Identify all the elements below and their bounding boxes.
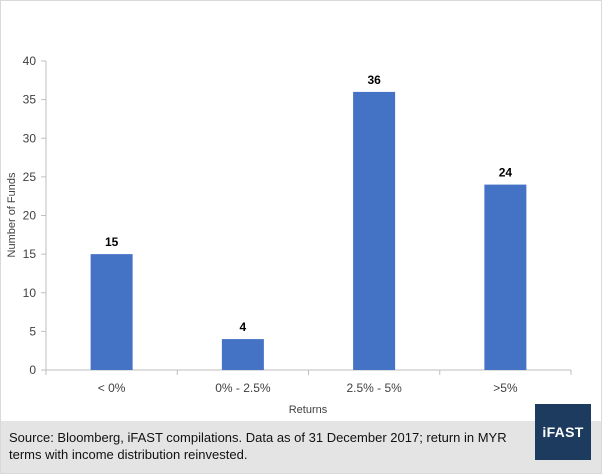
bar-0 xyxy=(90,254,133,370)
category-label-0: < 0% xyxy=(98,381,126,395)
data-label-3: 24 xyxy=(499,166,513,180)
data-label-2: 36 xyxy=(367,73,381,87)
x-axis-title: Returns xyxy=(289,404,328,416)
ifast-logo: iFAST xyxy=(535,404,591,460)
y-axis-title: Number of Funds xyxy=(6,172,18,257)
y-tick-label-0: 0 xyxy=(29,363,36,377)
data-label-0: 15 xyxy=(105,235,119,249)
y-tick-label-25: 25 xyxy=(23,170,37,184)
bar-2 xyxy=(353,91,396,371)
bar-3 xyxy=(484,184,527,370)
category-label-2: 2.5% - 5% xyxy=(346,381,402,395)
category-label-3: >5% xyxy=(493,381,518,395)
y-tick-label-40: 40 xyxy=(23,54,37,68)
y-tick-label-15: 15 xyxy=(23,247,37,261)
y-tick-label-30: 30 xyxy=(23,131,37,145)
y-tick-label-10: 10 xyxy=(23,286,37,300)
category-label-1: 0% - 2.5% xyxy=(215,381,271,395)
y-tick-label-35: 35 xyxy=(23,93,37,107)
plot-area: 0 5 10 15 20 25 30 35 40 15 < 0% 4 0% - 2.5% 36 2.5% -… xyxy=(23,54,572,395)
data-label-1: 4 xyxy=(240,320,247,334)
y-tick-label-5: 5 xyxy=(29,324,36,338)
bar-1 xyxy=(221,339,264,370)
y-tick-label-20: 20 xyxy=(23,209,37,223)
source-footer: Source: Bloomberg, iFAST compilations. D… xyxy=(1,421,601,473)
source-note: Source: Bloomberg, iFAST compilations. D… xyxy=(9,430,507,462)
